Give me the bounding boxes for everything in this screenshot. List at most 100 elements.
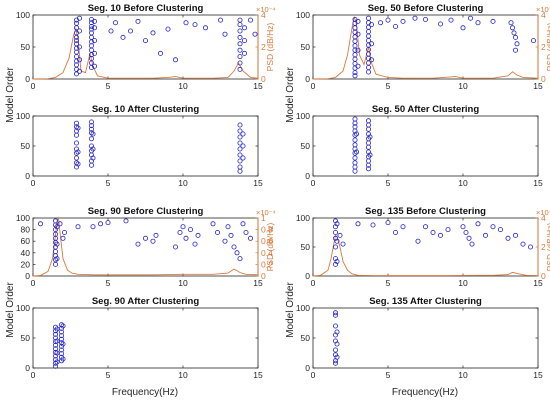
data-point [54,241,60,247]
data-point [53,346,59,352]
data-point [172,244,178,250]
data-point [352,155,358,161]
data-point [59,340,65,346]
data-point [75,125,81,131]
data-point [332,235,338,241]
data-point [38,221,44,227]
data-point [430,229,436,235]
psd-tick-label: 4 [541,213,546,223]
data-point [77,15,83,21]
chart-title: Seg. 50 Before Clustering [368,3,484,14]
data-point [475,20,481,26]
data-point [89,123,95,129]
y-tick-label: 0 [25,363,30,373]
data-point [53,331,59,337]
data-point [490,224,496,230]
data-point [332,347,338,353]
psd-curve [32,26,259,80]
data-point [89,23,95,29]
data-point [237,47,243,53]
data-point [60,323,66,329]
axes-frame [32,115,259,177]
data-point [365,162,371,168]
x-axis-label: Frequency(Hz) [392,387,458,398]
data-point [74,45,80,51]
data-point [142,235,148,241]
data-point [365,149,371,155]
data-point [353,149,359,155]
data-point [75,149,81,155]
data-point [466,235,472,241]
data-point [240,221,246,227]
chart-title: Seg. 135 After Clustering [369,296,482,307]
y-tick-label: 50 [301,333,311,343]
psd-tick-label: 0 [261,74,266,84]
data-point [60,341,66,347]
data-point [222,238,228,244]
data-point [59,347,65,353]
psd-tick-label: 0.2 [261,259,273,269]
chart-title: Seg. 10 Before Clustering [88,3,204,14]
psd-curve [312,16,539,80]
psd-tick-label: 2 [541,242,546,252]
psd-axis-label: PSD (dB/Hz) [545,223,550,272]
x-tick-label: 10 [178,178,188,188]
data-point [89,119,95,125]
data-point [334,258,340,264]
data-point [334,341,340,347]
data-point [352,70,358,76]
psd-tick-label: 2 [541,42,546,52]
data-point [490,18,496,24]
x-tick-label: 10 [458,178,468,188]
y-tick-label: 20 [21,259,31,269]
data-point [355,221,361,227]
data-point [332,360,338,366]
y-tick-label: 100 [16,213,30,223]
x-tick-label: 10 [458,370,468,380]
data-point [482,232,488,238]
data-point [59,329,65,335]
data-point [437,232,443,238]
x-tick-label: 0 [31,81,36,91]
data-point [237,152,243,158]
psd-exponent: ×10⁻⁵ [536,208,550,217]
data-point [75,224,81,230]
data-point [237,158,243,164]
x-tick-label: 0 [31,370,36,380]
x-tick-label: 10 [178,81,188,91]
data-point [237,140,243,146]
data-point [214,229,220,235]
data-point [54,338,60,344]
x-tick-label: 0 [311,178,316,188]
data-point [415,238,421,244]
data-point [92,18,98,24]
axes-frame [312,14,539,80]
x-tick-label: 5 [386,278,391,288]
psd-tick-label: 4 [541,10,546,20]
data-point [334,354,340,360]
y-tick-label: 80 [21,225,31,235]
data-point [187,227,193,233]
y-tick-label: 0 [305,171,310,181]
x-tick-label: 5 [106,278,111,288]
data-point [195,232,201,238]
axes-frame [312,217,539,277]
data-point [237,34,243,40]
data-point [53,353,59,359]
data-point [355,31,361,37]
psd-tick-label: 4 [261,10,266,20]
data-point [53,227,59,233]
data-point [77,28,83,34]
data-point [74,38,80,44]
x-tick-label: 5 [106,370,111,380]
data-point [241,38,247,44]
data-point [252,31,258,37]
psd-exponent: ×10⁻⁴ [256,5,276,14]
data-point [240,143,246,149]
data-point [247,17,253,23]
data-point [241,50,247,56]
data-point [89,143,95,149]
x-tick-label: 5 [386,370,391,380]
data-point [513,232,519,238]
